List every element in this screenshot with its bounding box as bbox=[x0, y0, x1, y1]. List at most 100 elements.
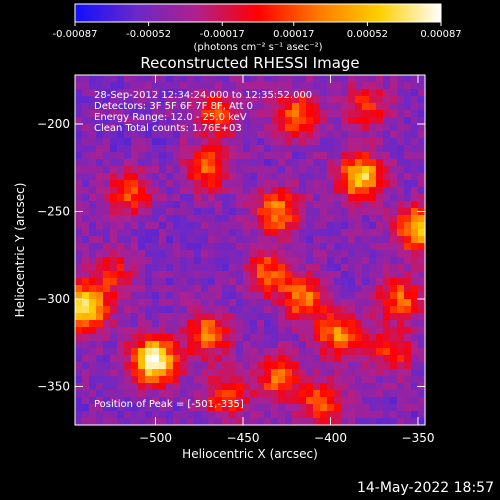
heatmap-cell bbox=[334, 390, 342, 398]
heatmap-cell bbox=[103, 355, 111, 363]
heatmap-cell bbox=[264, 411, 272, 419]
heatmap-cell bbox=[299, 320, 307, 328]
heatmap-cell bbox=[397, 103, 405, 111]
heatmap-cell bbox=[222, 313, 230, 321]
heatmap-cell bbox=[306, 152, 314, 160]
heatmap-cell bbox=[82, 201, 90, 209]
heatmap-cell bbox=[89, 411, 97, 419]
heatmap-cell bbox=[236, 257, 244, 265]
heatmap-cell bbox=[299, 145, 307, 153]
heatmap-cell bbox=[159, 152, 167, 160]
heatmap-cell bbox=[313, 236, 321, 244]
heatmap-cell bbox=[327, 201, 335, 209]
heatmap-cell bbox=[138, 285, 146, 293]
heatmap-cell bbox=[180, 110, 188, 118]
heatmap-cell bbox=[243, 180, 251, 188]
heatmap-cell bbox=[166, 96, 174, 104]
heatmap-cell bbox=[271, 180, 279, 188]
heatmap-cell bbox=[96, 418, 104, 426]
heatmap-cell bbox=[166, 313, 174, 321]
heatmap-cell bbox=[397, 285, 405, 293]
heatmap-cell bbox=[138, 404, 146, 412]
heatmap-cell bbox=[369, 257, 377, 265]
heatmap-cell bbox=[215, 82, 223, 90]
heatmap-cell bbox=[327, 173, 335, 181]
heatmap-cell bbox=[124, 117, 132, 125]
heatmap-cell bbox=[334, 418, 342, 426]
heatmap-cell bbox=[110, 271, 118, 279]
annotation-detectors: Detectors: 3F 5F 6F 7F 8F, Att 0 bbox=[94, 101, 253, 112]
heatmap-cell bbox=[173, 110, 181, 118]
heatmap-cell bbox=[299, 229, 307, 237]
heatmap-cell bbox=[222, 159, 230, 167]
heatmap-cell bbox=[82, 320, 90, 328]
heatmap-cell bbox=[201, 299, 209, 307]
heatmap-cell bbox=[404, 75, 412, 83]
heatmap-cell bbox=[348, 264, 356, 272]
heatmap-cell bbox=[145, 208, 153, 216]
heatmap-cell bbox=[292, 75, 300, 83]
heatmap-cell bbox=[124, 131, 132, 139]
heatmap-cell bbox=[117, 320, 125, 328]
heatmap-cell bbox=[110, 376, 118, 384]
heatmap-cell bbox=[376, 124, 384, 132]
heatmap-cell bbox=[257, 383, 265, 391]
heatmap-cell bbox=[229, 96, 237, 104]
heatmap-cell bbox=[313, 124, 321, 132]
heatmap-cell bbox=[173, 397, 181, 405]
heatmap-cell bbox=[82, 404, 90, 412]
heatmap-cell bbox=[159, 348, 167, 356]
heatmap-cell bbox=[215, 257, 223, 265]
heatmap-cell bbox=[390, 362, 398, 370]
colorbar bbox=[74, 3, 442, 23]
heatmap-cell bbox=[138, 96, 146, 104]
heatmap-cell bbox=[355, 334, 363, 342]
heatmap-cell bbox=[278, 117, 286, 125]
heatmap-cell bbox=[278, 362, 286, 370]
heatmap-cell bbox=[397, 362, 405, 370]
heatmap-cell bbox=[159, 131, 167, 139]
heatmap-cell bbox=[89, 180, 97, 188]
heatmap-cell bbox=[320, 362, 328, 370]
heatmap-cell bbox=[124, 194, 132, 202]
heatmap-cell bbox=[222, 117, 230, 125]
heatmap-cell bbox=[285, 138, 293, 146]
heatmap-cell bbox=[96, 215, 104, 223]
heatmap-cell bbox=[110, 180, 118, 188]
heatmap-cell bbox=[138, 264, 146, 272]
heatmap-cell bbox=[411, 117, 419, 125]
heatmap-cell bbox=[194, 124, 202, 132]
heatmap-cell bbox=[299, 236, 307, 244]
heatmap-cell bbox=[152, 117, 160, 125]
heatmap-cell bbox=[250, 75, 258, 83]
heatmap-cell bbox=[341, 383, 349, 391]
heatmap-cell bbox=[173, 75, 181, 83]
heatmap-cell bbox=[397, 264, 405, 272]
heatmap-cell bbox=[257, 103, 265, 111]
heatmap-cell bbox=[264, 313, 272, 321]
heatmap-cell bbox=[369, 404, 377, 412]
date-stamp: 14-May-2022 18:57 bbox=[356, 480, 494, 496]
heatmap-cell bbox=[243, 369, 251, 377]
heatmap-cell bbox=[299, 96, 307, 104]
heatmap-cell bbox=[236, 418, 244, 426]
heatmap-cell bbox=[257, 166, 265, 174]
heatmap-cell bbox=[187, 397, 195, 405]
heatmap-cell bbox=[299, 82, 307, 90]
heatmap-cell bbox=[306, 348, 314, 356]
heatmap-cell bbox=[278, 320, 286, 328]
heatmap-cell bbox=[229, 82, 237, 90]
heatmap-cell bbox=[348, 110, 356, 118]
heatmap-cell bbox=[390, 96, 398, 104]
heatmap-cell bbox=[145, 75, 153, 83]
heatmap-cell bbox=[334, 89, 342, 97]
heatmap-cell bbox=[145, 320, 153, 328]
heatmap-cell bbox=[418, 390, 426, 398]
heatmap-cell bbox=[334, 222, 342, 230]
heatmap-cell bbox=[138, 194, 146, 202]
heatmap-cell bbox=[131, 229, 139, 237]
heatmap-cell bbox=[131, 264, 139, 272]
heatmap-cell bbox=[222, 222, 230, 230]
heatmap-cell bbox=[404, 313, 412, 321]
